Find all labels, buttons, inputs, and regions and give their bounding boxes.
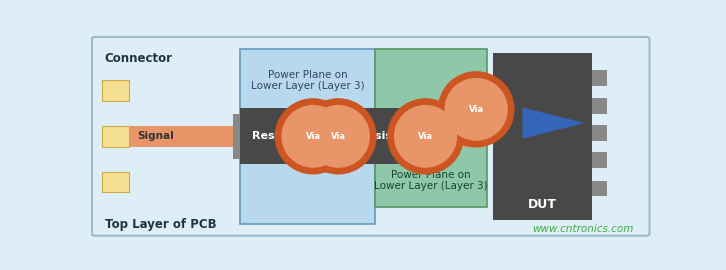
Ellipse shape	[439, 72, 514, 147]
FancyBboxPatch shape	[102, 126, 129, 147]
FancyBboxPatch shape	[592, 153, 607, 168]
Text: Signal: Signal	[137, 131, 174, 141]
Ellipse shape	[282, 106, 344, 167]
Ellipse shape	[307, 106, 370, 167]
Text: Power Plane on
Lower Layer (Layer 3): Power Plane on Lower Layer (Layer 3)	[375, 170, 488, 191]
Text: Resistor: Resistor	[252, 131, 303, 141]
FancyBboxPatch shape	[347, 108, 423, 164]
FancyBboxPatch shape	[592, 181, 607, 196]
Text: Top Layer of PCB: Top Layer of PCB	[105, 218, 216, 231]
FancyBboxPatch shape	[102, 80, 129, 101]
FancyBboxPatch shape	[340, 114, 347, 159]
FancyBboxPatch shape	[316, 114, 323, 159]
FancyBboxPatch shape	[375, 49, 487, 207]
FancyBboxPatch shape	[592, 126, 607, 141]
Text: Connector: Connector	[105, 52, 173, 65]
Text: Via: Via	[418, 132, 433, 141]
Ellipse shape	[275, 99, 351, 174]
Text: Power Plane on
Lower Layer (Layer 3): Power Plane on Lower Layer (Layer 3)	[250, 70, 364, 92]
Text: Via: Via	[469, 105, 484, 114]
FancyBboxPatch shape	[592, 70, 607, 86]
FancyBboxPatch shape	[592, 98, 607, 114]
FancyBboxPatch shape	[240, 108, 316, 164]
FancyBboxPatch shape	[122, 126, 485, 147]
Ellipse shape	[395, 106, 457, 167]
FancyBboxPatch shape	[92, 37, 650, 236]
Ellipse shape	[445, 79, 507, 140]
Polygon shape	[523, 107, 584, 139]
Ellipse shape	[388, 99, 463, 174]
Text: Via: Via	[306, 132, 320, 141]
FancyBboxPatch shape	[232, 114, 240, 159]
Text: DUT: DUT	[528, 198, 557, 211]
Text: Resistor: Resistor	[359, 131, 410, 141]
FancyBboxPatch shape	[493, 53, 592, 220]
FancyBboxPatch shape	[240, 49, 375, 224]
FancyBboxPatch shape	[423, 114, 430, 159]
Ellipse shape	[301, 99, 376, 174]
Text: Via: Via	[331, 132, 346, 141]
FancyBboxPatch shape	[102, 172, 129, 193]
Text: www.cntronics.com: www.cntronics.com	[532, 224, 634, 234]
